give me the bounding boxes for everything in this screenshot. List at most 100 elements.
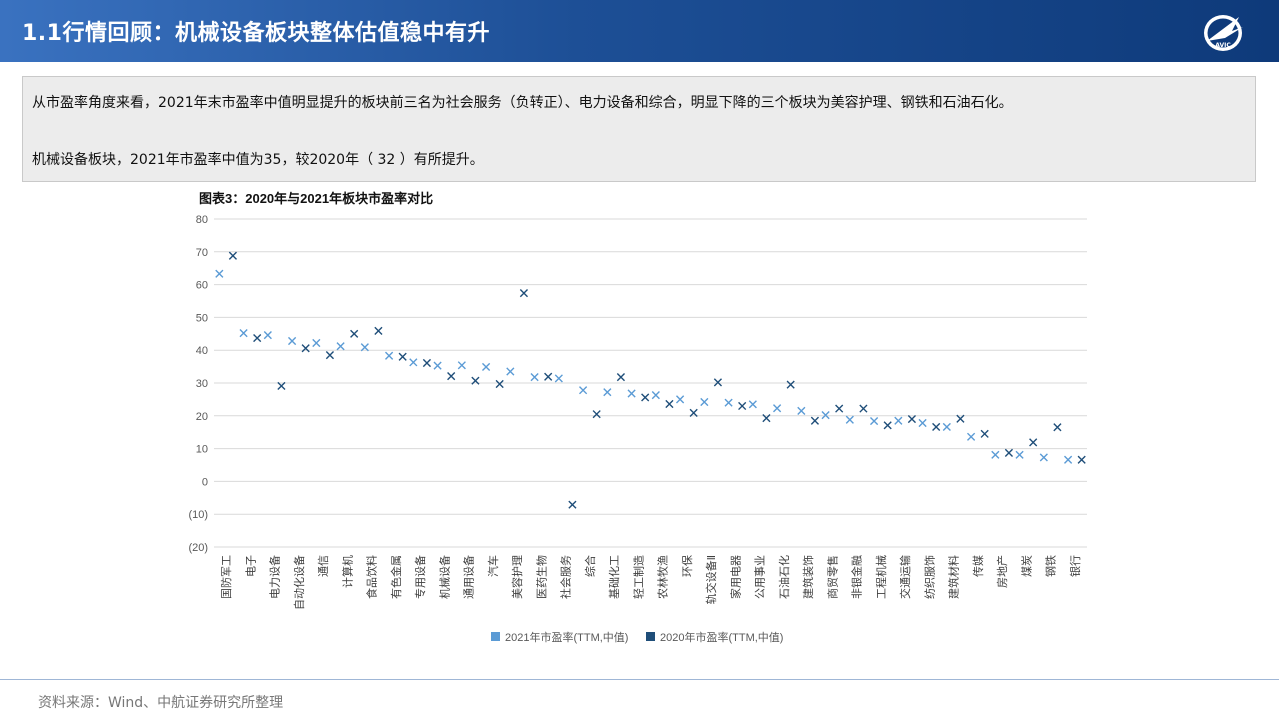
data-point: [918, 418, 927, 428]
page-title: 1.1行情回顾：机械设备板块整体估值稳中有升: [22, 21, 490, 46]
data-point: [1004, 448, 1014, 457]
data-point: [651, 391, 660, 400]
data-point: [616, 373, 626, 382]
summary-box: 从市盈率角度来看，2021年末市盈率中值明显提升的板块前三名为社会服务（负转正）…: [22, 76, 1256, 182]
data-point: [991, 450, 1000, 459]
x-category-label: 钢铁: [1045, 555, 1058, 577]
data-point: [689, 408, 698, 417]
x-category-label: 银行: [1068, 555, 1082, 577]
x-category-label: 自动化设备: [292, 555, 306, 610]
avic-plane-logo-icon: AVIC: [1204, 15, 1243, 51]
data-point: [384, 351, 394, 360]
data-point: [301, 344, 310, 353]
data-point: [627, 389, 636, 398]
data-point: [544, 372, 553, 381]
legend-swatch: [646, 632, 655, 641]
x-category-label: 非银金融: [850, 555, 864, 599]
data-point: [810, 416, 820, 425]
data-point: [253, 333, 262, 343]
data-point: [859, 404, 868, 413]
data-point: [312, 338, 321, 348]
data-point: [578, 386, 588, 395]
x-category-label: 石油石化: [777, 555, 791, 599]
y-tick-label: 20: [196, 411, 208, 423]
data-point: [942, 422, 951, 432]
x-category-label: 轨交设备Ⅱ: [704, 555, 718, 604]
x-category-label: 环保: [680, 555, 694, 577]
legend-swatch: [491, 632, 500, 641]
x-category-label: 通信: [317, 555, 330, 577]
data-point: [675, 395, 685, 404]
y-tick-label: 10: [196, 444, 208, 456]
data-point: [471, 376, 480, 385]
x-category-label: 综合: [583, 555, 597, 577]
x-category-label: 电子: [244, 555, 257, 577]
data-point: [713, 378, 723, 387]
x-category-label: 交通运输: [898, 555, 912, 599]
data-point: [398, 352, 407, 361]
data-point: [700, 397, 709, 407]
y-tick-label: 30: [196, 378, 208, 390]
data-point: [907, 414, 917, 424]
legend-label: 2021年市盈率(TTM,中值): [505, 630, 628, 644]
header-bar: 1.1行情回顾：机械设备板块整体估值稳中有升 AVIC: [0, 0, 1279, 62]
x-category-label: 轻工制造: [631, 555, 645, 599]
x-category-label: 机械设备: [437, 555, 451, 599]
data-point: [797, 406, 806, 415]
x-category-label: 有色金属: [389, 555, 403, 599]
x-category-label: 农林牧渔: [656, 555, 670, 599]
x-category-label: 工程机械: [874, 555, 888, 599]
data-point: [786, 380, 795, 389]
logo-text: AVIC: [1215, 42, 1231, 49]
data-point: [374, 326, 383, 335]
data-point: [772, 404, 782, 413]
data-point: [641, 393, 650, 402]
data-point: [956, 414, 965, 423]
y-tick-label: (20): [188, 542, 208, 554]
x-category-label: 房地产: [995, 555, 1009, 588]
x-category-label: 商贸零售: [825, 555, 839, 599]
source-note: 资料来源：Wind、中航证券研究所整理: [38, 695, 284, 711]
data-point: [277, 381, 286, 391]
data-point: [724, 398, 733, 407]
data-point: [748, 400, 757, 409]
data-point: [1015, 450, 1024, 459]
data-point: [215, 269, 224, 278]
x-category-label: 电力设备: [268, 555, 282, 599]
data-point: [568, 500, 577, 509]
y-tick-label: 0: [202, 476, 208, 488]
data-point: [821, 411, 830, 420]
x-category-label: 传媒: [972, 555, 985, 577]
y-tick-label: 60: [196, 280, 208, 292]
x-category-label: 公用事业: [754, 555, 767, 599]
data-point: [980, 429, 989, 438]
data-point: [869, 416, 879, 426]
data-point: [287, 336, 297, 346]
summary-line-2: 机械设备板块，2021年市盈率中值为35，较2020年（ 32 ）有所提升。: [32, 152, 484, 168]
x-category-label: 建筑材料: [947, 555, 961, 599]
data-point: [495, 379, 504, 389]
y-tick-label: 80: [196, 214, 208, 226]
x-category-label: 基础化工: [607, 555, 621, 599]
pe-comparison-chart: 图表3：2020年与2021年板块市盈率对比 (20) (10) 0 10 20 30 40 5…: [188, 191, 1087, 644]
y-tick-label: (10): [188, 509, 208, 521]
legend-label: 2020年市盈率(TTM,中值): [660, 630, 783, 644]
data-point: [457, 361, 466, 370]
x-category-label: 煤炭: [1020, 555, 1033, 577]
data-point: [433, 361, 442, 370]
data-point: [738, 401, 747, 411]
data-point: [603, 388, 612, 397]
y-tick-label: 70: [196, 247, 208, 259]
data-point: [1063, 455, 1073, 464]
data-point: [845, 415, 854, 424]
x-category-label: 纺织服饰: [922, 555, 936, 599]
data-point: [447, 372, 456, 381]
data-point: [554, 374, 563, 383]
summary-line-1: 从市盈率角度来看，2021年末市盈率中值明显提升的板块前三名为社会服务（负转正）…: [32, 95, 1013, 111]
x-category-label: 医药生物: [534, 555, 548, 599]
data-point: [519, 289, 529, 298]
data-point: [263, 331, 272, 340]
data-point: [883, 421, 892, 430]
data-point: [835, 404, 844, 413]
data-point: [762, 414, 771, 423]
